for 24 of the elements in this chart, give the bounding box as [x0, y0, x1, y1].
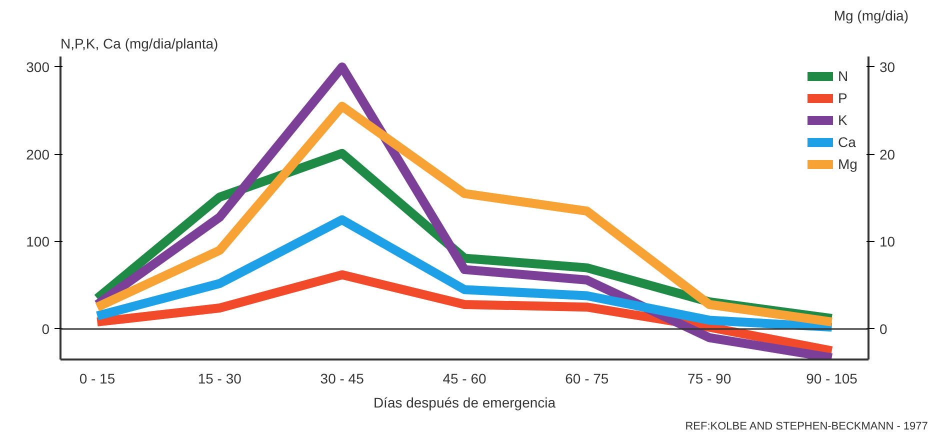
legend-label: N [838, 68, 850, 84]
text: REF:KOLBE AND STEPHEN-BECKMANN - 1977 [685, 420, 928, 432]
y-tick-label: 0 [42, 320, 50, 337]
x-tick-label: 75 - 90 [688, 370, 732, 386]
x-tick-label: 45 - 60 [442, 370, 487, 386]
y2-tick-label: 20 [880, 146, 896, 162]
x-tick-label: 30 - 45 [320, 370, 364, 386]
y2-tick-label: 10 [880, 234, 896, 250]
y2-axis-title: Mg (mg/dia) [834, 8, 909, 24]
legend-label: P [838, 90, 848, 106]
x-tick-label: 0 - 15 [79, 370, 116, 386]
y2-tick-label: 0 [880, 320, 888, 337]
legend-label: Mg [838, 156, 858, 172]
y-tick-label: 100 [26, 234, 50, 250]
legend-label: K [838, 112, 848, 128]
x-tick-label: 15 - 30 [198, 370, 242, 386]
x-tick-label: 60 - 75 [565, 370, 609, 386]
x-tick-label: 90 - 105 [806, 370, 858, 386]
y2-tick-label: 30 [880, 58, 896, 75]
y-tick-label: 200 [26, 146, 50, 162]
y-tick-label: 300 [26, 58, 50, 75]
x-axis-title: Días después de emergencia [373, 394, 556, 410]
legend-label: Ca [838, 134, 857, 150]
y-axis-title: N,P,K, Ca (mg/dia/planta) [60, 36, 218, 52]
